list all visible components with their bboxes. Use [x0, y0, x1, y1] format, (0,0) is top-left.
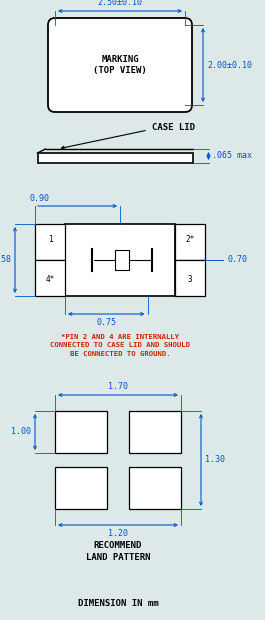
Text: DIMENSION IN mm: DIMENSION IN mm — [78, 599, 158, 608]
Bar — [65, 224, 175, 296]
Text: 0.90: 0.90 — [30, 194, 50, 203]
Text: RECOMMEND
LAND PATTERN: RECOMMEND LAND PATTERN — [86, 541, 150, 562]
Bar — [175, 260, 205, 296]
Text: 2.00±0.10: 2.00±0.10 — [207, 61, 252, 69]
Text: 0.70: 0.70 — [227, 255, 247, 265]
Text: 1: 1 — [48, 236, 52, 244]
Text: 1.20: 1.20 — [108, 529, 128, 538]
Text: 4*: 4* — [45, 275, 55, 285]
Text: .065 max: .065 max — [213, 151, 253, 161]
Text: 2.50±0.10: 2.50±0.10 — [98, 0, 143, 7]
Bar — [35, 260, 65, 296]
Text: 1.70: 1.70 — [108, 382, 128, 391]
Text: 1.00: 1.00 — [11, 428, 31, 436]
Text: 0.75: 0.75 — [96, 318, 116, 327]
Text: 0.58: 0.58 — [0, 255, 11, 265]
Bar — [38, 153, 192, 163]
Text: 2*: 2* — [186, 236, 195, 244]
Text: CASE LID: CASE LID — [152, 123, 195, 133]
Bar — [55, 467, 107, 509]
Text: 1.30: 1.30 — [205, 456, 225, 464]
Text: MARKING
(TOP VIEW): MARKING (TOP VIEW) — [93, 55, 147, 74]
Bar — [55, 411, 107, 453]
Bar — [175, 224, 205, 260]
Bar — [129, 467, 181, 509]
Text: *PIN 2 AND 4 ARE INTERNALLY
CONNECTED TO CASE LID AND SHOULD
BE CONNECTED TO GRO: *PIN 2 AND 4 ARE INTERNALLY CONNECTED TO… — [50, 334, 190, 356]
Bar — [129, 411, 181, 453]
FancyBboxPatch shape — [48, 18, 192, 112]
Bar — [115, 250, 129, 270]
Text: 3: 3 — [188, 275, 192, 285]
Bar — [35, 224, 65, 260]
